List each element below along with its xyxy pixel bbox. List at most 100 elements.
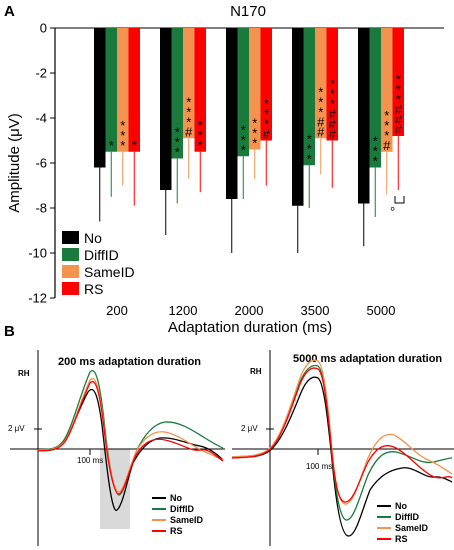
- y-axis-label: Amplitude (μV): [6, 113, 23, 213]
- waveform-diffid-200: [37, 370, 224, 496]
- significance-mark: *: [384, 118, 389, 133]
- y-tick-label: -10: [28, 246, 47, 261]
- y-tick-label: -2: [35, 66, 47, 81]
- legend-label-diffid: DiffID: [84, 247, 119, 263]
- waveform-sameid-5000: [231, 359, 453, 505]
- x-tick-label: 2000: [235, 303, 264, 318]
- significance-mark: #: [383, 138, 391, 153]
- significance-mark: *: [318, 84, 323, 99]
- significance-mark: #: [263, 127, 271, 142]
- significance-mark: *: [396, 72, 401, 87]
- bar-diffid: [171, 28, 183, 159]
- waveform-title-200: 200 ms adaptation duration: [58, 356, 201, 368]
- waveform-legend-200: No DiffID SameID RS: [152, 493, 204, 536]
- bar-diffid: [369, 28, 381, 168]
- legend-label-sameid: SameID: [84, 264, 135, 280]
- bar-sameid: [117, 28, 129, 152]
- legend-label-diffid-200: DiffID: [170, 504, 194, 514]
- significance-mark: *: [175, 125, 180, 140]
- significance-mark: *: [252, 126, 257, 141]
- significance-mark: *: [175, 135, 180, 150]
- significance-mark: *: [318, 94, 323, 109]
- significance-mark: *: [252, 116, 257, 131]
- waveform-rs-200: [37, 380, 224, 495]
- significance-mark: #: [317, 124, 325, 139]
- legend-label-rs-5000: RS: [395, 534, 408, 544]
- significance-mark: *: [384, 128, 389, 143]
- significance-mark: *: [264, 117, 269, 132]
- bar-sameid: [315, 28, 327, 139]
- legend-swatch-no: [62, 231, 79, 244]
- bracket-mark: °: [390, 204, 395, 219]
- bar-rs: [260, 28, 272, 141]
- time-label-5000: 100 ms: [306, 462, 332, 471]
- bar-diffid: [237, 28, 249, 157]
- panel-b-letter: B: [4, 323, 15, 340]
- bar-no: [292, 28, 304, 206]
- significance-mark: *: [241, 132, 246, 147]
- legend-swatch-diffid: [62, 248, 79, 261]
- significance-mark: *: [198, 128, 203, 143]
- legend-label-sameid-200: SameID: [170, 515, 204, 525]
- waveform-panel-200: 200 ms adaptation duration RH 2 μV 100 m…: [8, 350, 225, 546]
- significance-mark: *: [384, 108, 389, 123]
- significance-mark: *: [307, 151, 312, 166]
- y-tick-label: 0: [40, 21, 47, 36]
- scale-label-5000: 2 μV: [241, 424, 258, 433]
- significance-mark: *: [241, 142, 246, 157]
- significance-mark: *: [396, 82, 401, 97]
- legend-label-no-200: No: [170, 493, 182, 503]
- significance-mark: #: [395, 112, 403, 127]
- significance-mark: *: [373, 144, 378, 159]
- bar-no: [226, 28, 238, 199]
- legend-label-no: No: [84, 230, 102, 246]
- x-tick-label: 5000: [367, 303, 396, 318]
- significance-mark: *: [373, 154, 378, 169]
- bar-rs: [392, 28, 404, 136]
- x-tick-label: 200: [106, 303, 128, 318]
- y-tick-label: -4: [35, 111, 47, 126]
- significance-mark: *: [318, 104, 323, 119]
- significance-mark: *: [264, 97, 269, 112]
- bar-diffid: [105, 28, 117, 152]
- significance-mark: #: [329, 107, 337, 122]
- legend-label-sameid-5000: SameID: [395, 523, 429, 533]
- significance-mark: #: [395, 102, 403, 117]
- significance-mark: *: [241, 122, 246, 137]
- bar-sameid: [183, 28, 195, 139]
- significance-mark: *: [330, 97, 335, 112]
- legend-label-no-5000: No: [395, 501, 407, 511]
- chart-title: N170: [230, 3, 266, 20]
- legend-swatch-rs: [62, 282, 79, 295]
- comparison-bracket: [394, 196, 405, 204]
- significance-mark: #: [317, 114, 325, 129]
- x-axis-label: Adaptation duration (ms): [168, 319, 332, 336]
- bar-sameid: [381, 28, 393, 152]
- significance-mark: *: [175, 145, 180, 160]
- significance-mark: *: [373, 134, 378, 149]
- panel-a-letter: A: [4, 3, 15, 20]
- x-tick-label: 1200: [169, 303, 198, 318]
- significance-mark: #: [329, 117, 337, 132]
- bar-chart: 0-2-4-6-8-10-12 **** *******# ************…: [6, 21, 444, 336]
- significance-mark: *: [109, 138, 114, 153]
- significance-mark: #: [395, 122, 403, 137]
- waveform-rs-5000: [231, 367, 453, 503]
- significance-mark: #: [329, 127, 337, 142]
- bar-diffid: [303, 28, 315, 166]
- significance-mark: #: [185, 124, 193, 139]
- significance-mark: *: [120, 118, 125, 133]
- significance-mark: *: [307, 141, 312, 156]
- bar-rs: [194, 28, 206, 152]
- significance-mark: *: [186, 114, 191, 129]
- channel-label-5000: RH: [250, 367, 262, 376]
- y-tick-label: -8: [35, 201, 47, 216]
- significance-mark: *: [132, 138, 137, 153]
- bar-rs: [326, 28, 338, 141]
- significance-mark: *: [252, 136, 257, 151]
- bar-no: [358, 28, 370, 204]
- legend-label-rs-200: RS: [170, 526, 183, 536]
- significance-mark: *: [120, 138, 125, 153]
